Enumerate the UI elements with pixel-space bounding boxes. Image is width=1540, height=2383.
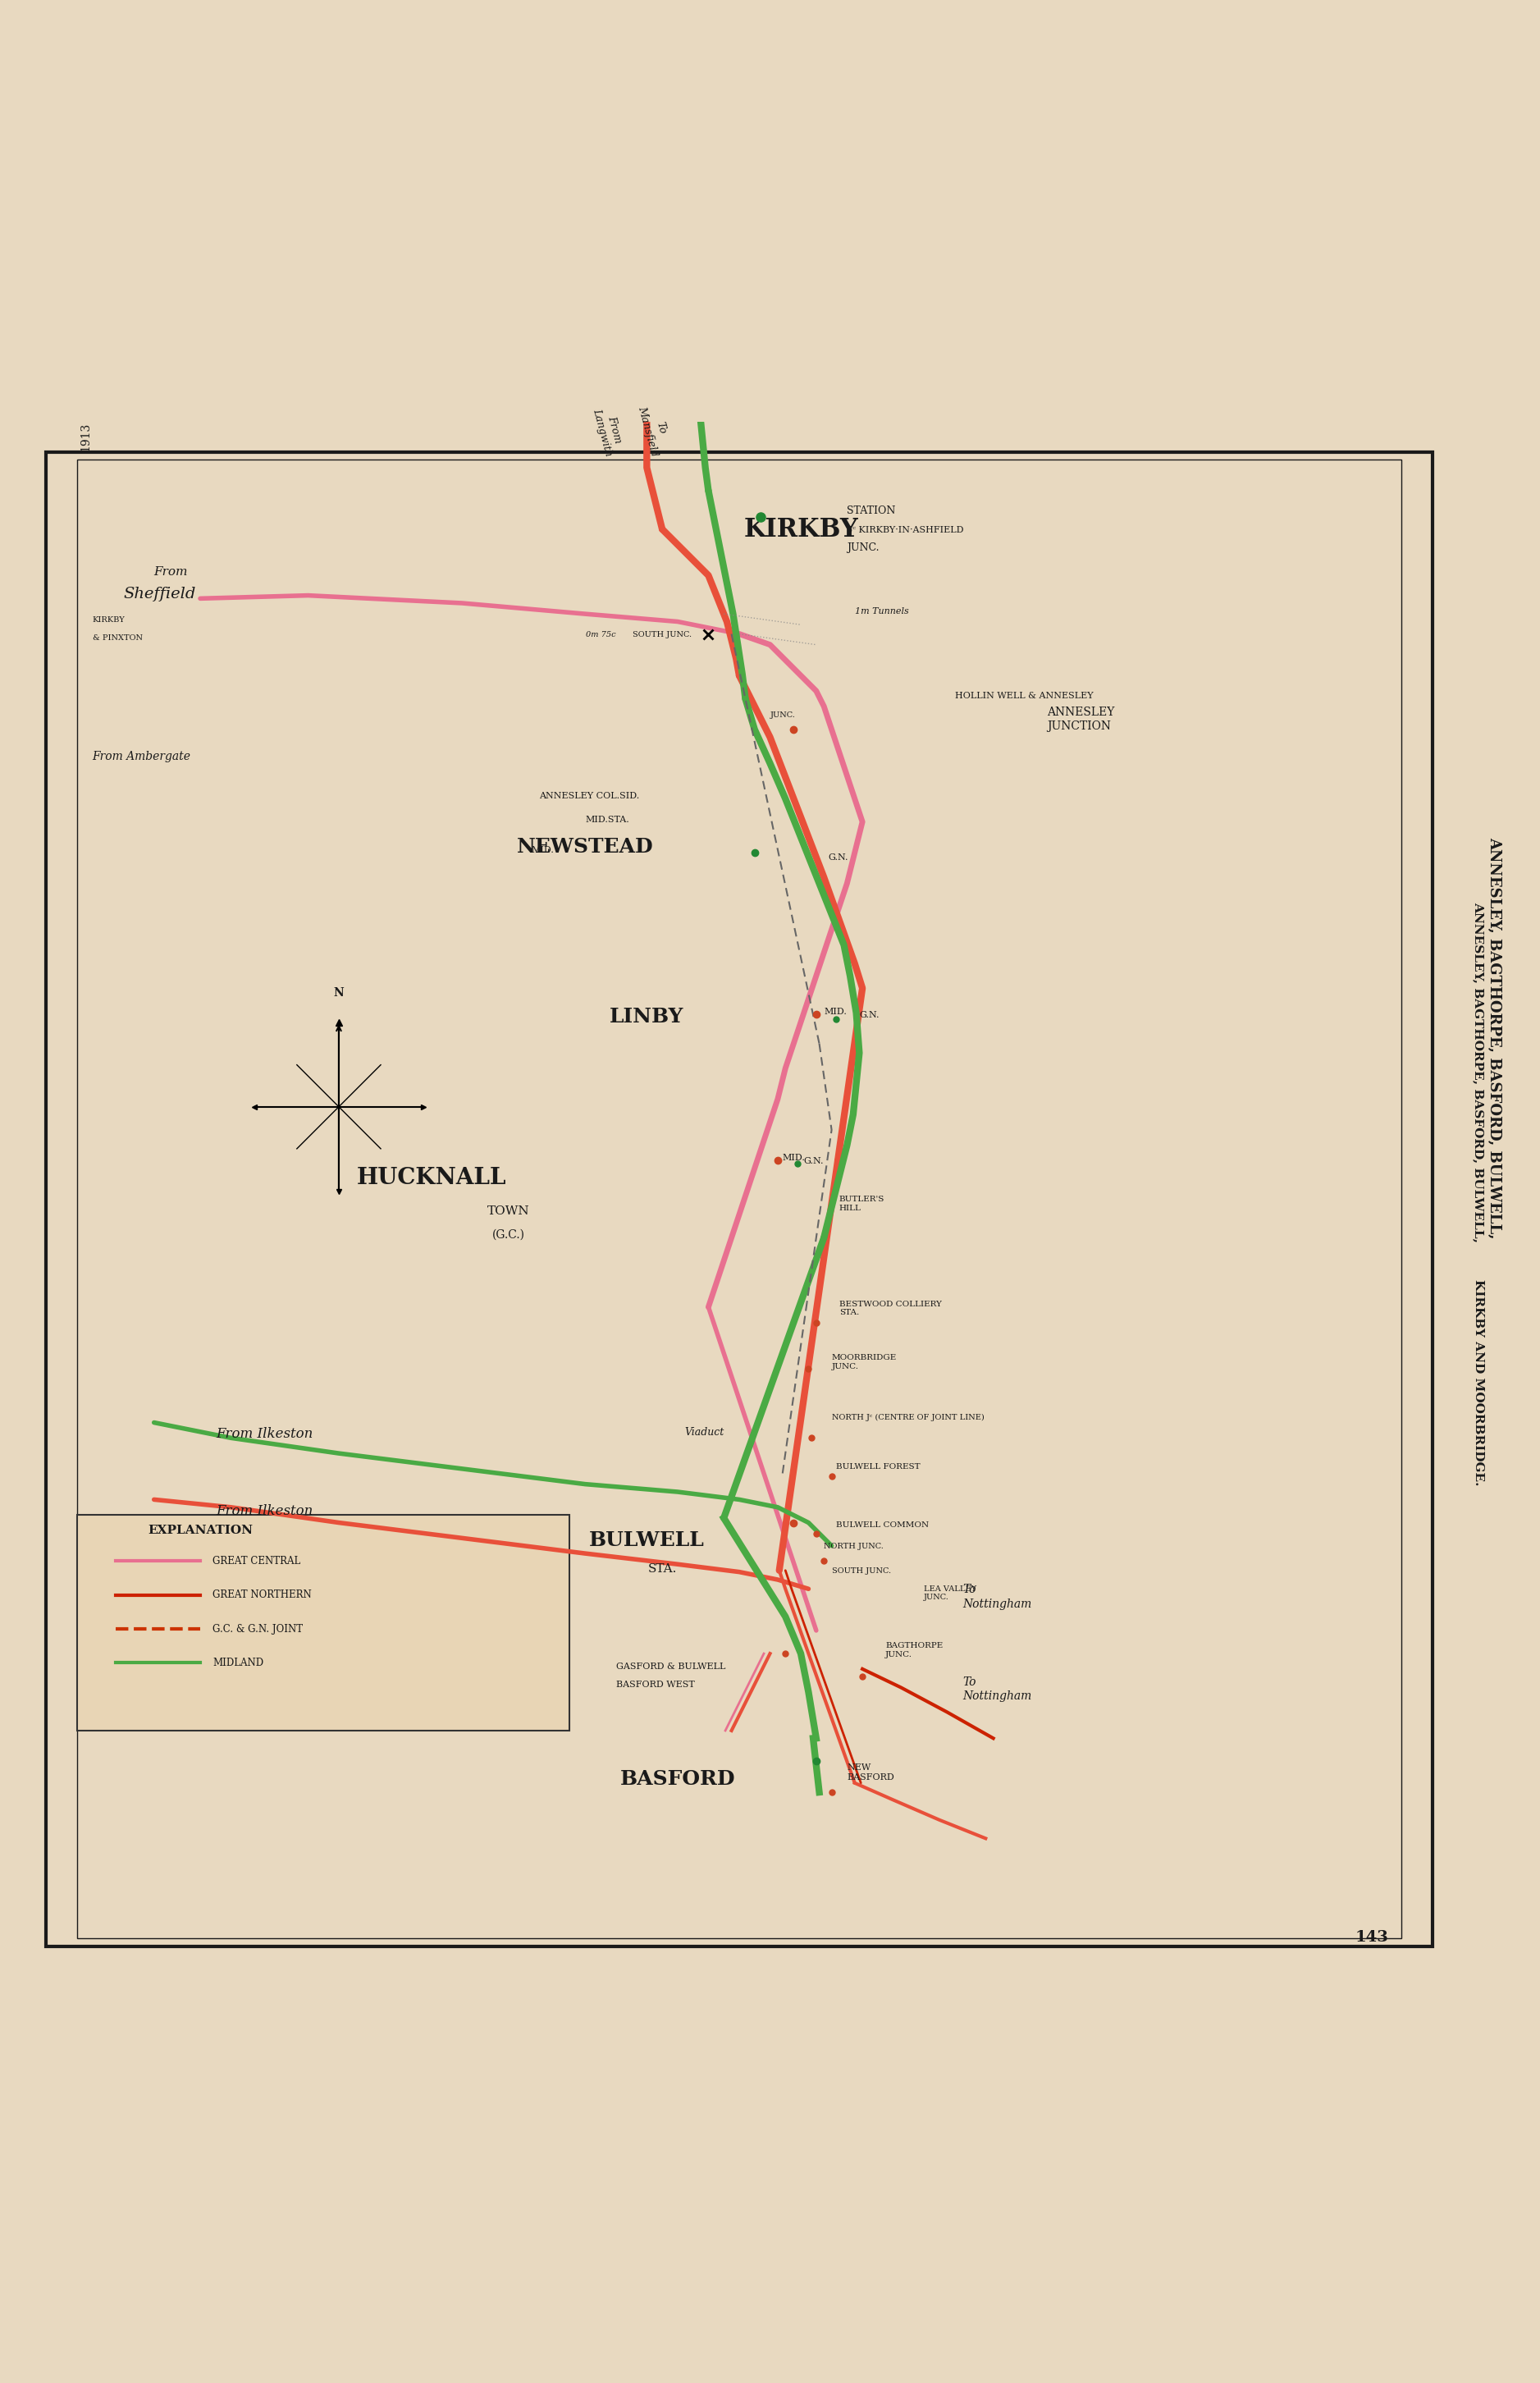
Text: KIRKBY AND MOORBRIDGE.: KIRKBY AND MOORBRIDGE. [1472, 1280, 1485, 1485]
Text: To
Nottingham: To Nottingham [962, 1585, 1032, 1611]
Text: G.N.: G.N. [859, 1010, 879, 1020]
Text: MID.: MID. [782, 1153, 805, 1163]
Text: ANNESLEY, BAGTHORPE, BASFORD, BULWELL,: ANNESLEY, BAGTHORPE, BASFORD, BULWELL, [1486, 836, 1502, 1239]
Text: BULWELL: BULWELL [590, 1530, 704, 1549]
Text: NEWSTEAD: NEWSTEAD [517, 836, 653, 858]
Text: GASFORD & BULWELL: GASFORD & BULWELL [616, 1663, 725, 1670]
Text: BUTLER'S
HILL: BUTLER'S HILL [839, 1196, 885, 1211]
Text: BASFORD WEST: BASFORD WEST [616, 1680, 695, 1690]
Text: MID.: MID. [824, 1008, 847, 1015]
Text: MID.: MID. [531, 846, 554, 853]
Bar [77, 460, 1401, 1937]
Text: LEA VALLEY
JUNC.: LEA VALLEY JUNC. [924, 1585, 976, 1601]
Text: N: N [334, 987, 343, 998]
Text: From Ilkeston: From Ilkeston [216, 1504, 313, 1518]
Text: KIRKBY: KIRKBY [92, 615, 125, 624]
Text: MIDLAND: MIDLAND [213, 1659, 263, 1668]
Text: MID.STA.: MID.STA. [585, 815, 630, 825]
Text: JUNC.: JUNC. [847, 543, 879, 553]
Text: & PINXTON: & PINXTON [92, 634, 142, 641]
FancyBboxPatch shape [77, 1516, 570, 1730]
Text: STA.: STA. [648, 1563, 676, 1575]
Text: SOUTH JUNC.: SOUTH JUNC. [633, 631, 691, 639]
Text: JUNC.: JUNC. [770, 713, 795, 720]
Text: KIRKBY: KIRKBY [744, 517, 858, 543]
Text: NORTH Jᶜ (CENTRE OF JOINT LINE): NORTH Jᶜ (CENTRE OF JOINT LINE) [832, 1413, 984, 1420]
Text: G.N.: G.N. [829, 853, 849, 863]
Text: 143: 143 [1355, 1930, 1389, 1945]
Text: 5ᶜ KIRKBY·IN·ASHFIELD: 5ᶜ KIRKBY·IN·ASHFIELD [847, 527, 964, 534]
Text: EXPLANATION: EXPLANATION [148, 1525, 253, 1537]
Text: G.N.: G.N. [804, 1158, 824, 1165]
Text: 0m 75c: 0m 75c [585, 631, 616, 639]
Text: 1913: 1913 [80, 422, 91, 450]
Text: MOORBRIDGE
JUNC.: MOORBRIDGE JUNC. [832, 1354, 896, 1370]
Text: BULWELL FOREST: BULWELL FOREST [836, 1463, 921, 1470]
Text: SOUTH JUNC.: SOUTH JUNC. [832, 1568, 890, 1575]
Text: BAGTHORPE
JUNC.: BAGTHORPE JUNC. [885, 1642, 942, 1659]
Text: NEW
BASFORD: NEW BASFORD [847, 1763, 895, 1782]
Text: TOWN: TOWN [487, 1206, 530, 1218]
Text: HOLLIN WELL & ANNESLEY: HOLLIN WELL & ANNESLEY [955, 691, 1093, 701]
Text: 1m Tunnels: 1m Tunnels [855, 608, 909, 615]
Text: From Ambergate: From Ambergate [92, 751, 191, 763]
Text: (G.C.): (G.C.) [491, 1230, 525, 1239]
Text: Sheffield: Sheffield [123, 586, 196, 603]
Text: STATION: STATION [847, 505, 896, 517]
Text: Viaduct: Viaduct [684, 1427, 724, 1437]
Text: From
Langwith: From Langwith [590, 405, 627, 458]
Text: To
Nottingham: To Nottingham [962, 1678, 1032, 1701]
Text: BASFORD: BASFORD [621, 1768, 735, 1790]
Text: NORTH JUNC.: NORTH JUNC. [824, 1544, 884, 1551]
Text: G.C. & G.N. JOINT: G.C. & G.N. JOINT [213, 1623, 303, 1635]
Text: From Ilkeston: From Ilkeston [216, 1427, 313, 1442]
Text: GREAT CENTRAL: GREAT CENTRAL [213, 1556, 300, 1566]
Text: GREAT NORTHERN: GREAT NORTHERN [213, 1589, 311, 1601]
Text: ANNESLEY COL.SID.: ANNESLEY COL.SID. [539, 791, 639, 801]
Text: To
Mansfield: To Mansfield [636, 403, 673, 458]
Text: BESTWOOD COLLIERY
STA.: BESTWOOD COLLIERY STA. [839, 1301, 942, 1315]
Text: HUCKNALL: HUCKNALL [356, 1168, 507, 1189]
Text: BULWELL COMMON: BULWELL COMMON [836, 1520, 929, 1530]
Text: ANNESLEY, BAGTHORPE, BASFORD, BULWELL,: ANNESLEY, BAGTHORPE, BASFORD, BULWELL, [1472, 903, 1485, 1242]
Text: ANNESLEY
JUNCTION: ANNESLEY JUNCTION [1047, 705, 1115, 732]
Text: LINBY: LINBY [610, 1006, 684, 1027]
Text: From: From [154, 567, 188, 577]
